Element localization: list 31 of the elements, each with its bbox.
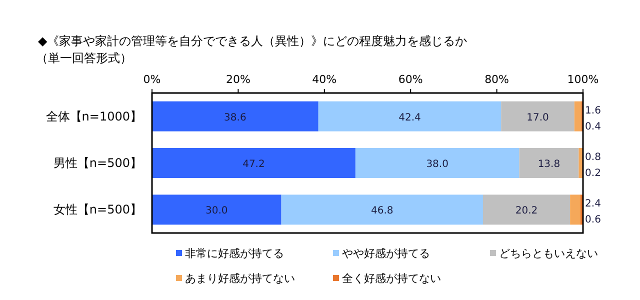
- data-label: 2.4: [585, 198, 601, 210]
- data-label: 13.8: [538, 159, 560, 170]
- data-label: 0.8: [585, 152, 601, 163]
- legend-label: やや好感が持てる: [342, 247, 430, 260]
- legend-label: 全く好感が持てない: [342, 272, 441, 285]
- x-tick-label: 0%: [143, 73, 161, 86]
- data-label: 0.2: [585, 168, 601, 179]
- x-tick-label: 20%: [226, 73, 250, 86]
- chart-subtitle: （単一回答形式）: [36, 51, 132, 65]
- data-label: 38.0: [426, 159, 448, 170]
- y-tick-label: 男性【n=500】: [53, 156, 142, 170]
- x-tick-label: 80%: [484, 73, 510, 86]
- data-label: 17.0: [526, 112, 549, 124]
- data-label: 1.6: [585, 105, 601, 116]
- y-tick-label: 女性【n=500】: [53, 202, 142, 217]
- x-tick-label: 60%: [398, 73, 423, 86]
- data-label: 0.4: [585, 121, 601, 132]
- legend-label: どちらともいえない: [499, 247, 598, 260]
- legend-label: あまり好感が持てない: [185, 272, 295, 285]
- data-label: 30.0: [206, 206, 228, 217]
- y-tick-label: 全体【n=1000】: [46, 109, 142, 124]
- data-label: 0.6: [585, 214, 601, 226]
- data-label: 46.8: [371, 206, 394, 217]
- data-label: 20.2: [515, 206, 538, 217]
- chart-title: ◆《家事や家計の管理等を自分でできる人（異性）》にどの程度魅力を感じるか: [38, 34, 468, 48]
- data-label: 38.6: [224, 112, 246, 124]
- x-tick-label: 40%: [312, 73, 337, 86]
- x-tick-label: 100%: [567, 73, 599, 86]
- data-label: 42.4: [398, 112, 421, 124]
- data-label: 47.2: [242, 159, 265, 170]
- legend-label: 非常に好感が持てる: [185, 247, 284, 260]
